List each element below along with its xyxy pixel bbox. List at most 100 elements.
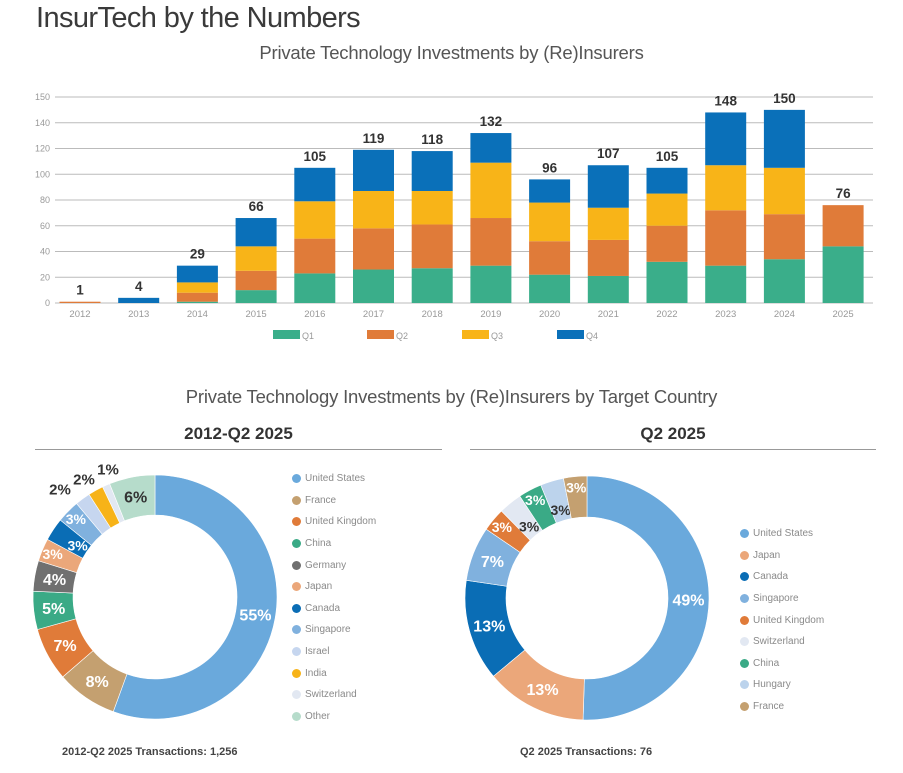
legend-label: Hungary	[753, 679, 791, 691]
donut-slice-label: 8%	[86, 674, 109, 691]
bar-segment-q2-2014	[176, 292, 218, 302]
bar-total-label: 66	[249, 199, 265, 214]
bar-segment-q1-2021	[587, 275, 629, 303]
bar-chart-title: Private Technology Investments by (Re)In…	[259, 42, 644, 63]
bar-segment-q4-2017	[353, 149, 394, 191]
legend-label: China	[305, 538, 332, 550]
bar-segment-q4-2019	[470, 133, 512, 163]
bar-segment-q3-2019	[470, 162, 512, 219]
legend-swatch-q3	[462, 330, 489, 339]
x-tick-label: 2013	[128, 309, 149, 320]
bar-segment-q3-2017	[353, 190, 394, 229]
bar-segment-q1-2015	[235, 290, 277, 303]
footnote-q2-2025: Q2 2025 Transactions: 76	[520, 746, 653, 758]
legend-label: Q2	[396, 331, 408, 341]
legend-label: China	[753, 657, 780, 669]
legend-dot	[292, 711, 301, 721]
donut-slice-united-states	[582, 475, 710, 721]
donut-slice-label: 3%	[43, 546, 64, 562]
bar-segment-q2-2020	[529, 241, 571, 275]
legend-dot	[292, 582, 301, 592]
legend-item: China	[740, 653, 824, 675]
bar-total-label: 150	[773, 91, 796, 106]
donut-section-title: Private Technology Investments by (Re)In…	[185, 386, 718, 407]
legend-label: France	[305, 494, 337, 506]
bar-segment-q1-2023	[705, 265, 747, 303]
x-tick-label: 2019	[480, 309, 501, 320]
bar-segment-q4-2020	[529, 179, 571, 203]
y-tick-label: 80	[40, 195, 50, 205]
bar-segment-q2-2021	[587, 239, 629, 276]
donut-left-title: 2012-Q2 2025	[184, 424, 293, 443]
bar-segment-q1-2014	[176, 301, 218, 303]
legend-dot	[292, 517, 301, 527]
bar-segment-q2-2016	[294, 238, 336, 274]
bar-segment-q3-2021	[587, 207, 629, 240]
x-tick-label: 2025	[833, 309, 854, 320]
bar-total-label: 29	[190, 247, 205, 262]
legend-swatch-q1	[273, 330, 300, 339]
bar-chart: 0 20 40 60 80 100 120 140 150 1 2012 4 2013 29 2014 66 2…	[35, 91, 873, 341]
legend-label: India	[305, 667, 327, 679]
y-tick-label: 120	[35, 144, 50, 154]
y-tick-label: 150	[35, 92, 50, 102]
bar-segment-q1-2022	[646, 261, 688, 303]
donut-slice-label: 7%	[481, 554, 504, 571]
donut-slice-label: 49%	[672, 592, 704, 609]
bar-segment-q4-2013	[118, 297, 160, 303]
bar-segment-q2-2023	[705, 210, 747, 266]
legend-label: Singapore	[305, 624, 351, 636]
legend-item: Canada	[292, 598, 376, 620]
bar-segment-q2-2022	[646, 225, 688, 262]
donut-slice-label: 3%	[492, 519, 513, 535]
bar-segment-q4-2016	[294, 167, 336, 202]
y-tick-label: 0	[45, 298, 50, 308]
legend-dot	[740, 615, 749, 625]
x-tick-label: 2024	[774, 309, 795, 320]
donut-slice-label: 3%	[67, 538, 88, 554]
bar-segment-q2-2017	[353, 228, 394, 270]
legend-dot	[292, 560, 301, 570]
legend-item: Switzerland	[292, 684, 376, 706]
bar-segment-q3-2023	[705, 165, 747, 211]
bar-segment-q2-2012	[59, 301, 101, 303]
legend-item: United Kingdom	[292, 511, 376, 533]
x-tick-label: 2020	[539, 309, 560, 320]
bar-segment-q1-2020	[529, 274, 571, 303]
x-tick-label: 2014	[187, 309, 208, 320]
legend-item: Japan	[292, 576, 376, 598]
bar-segment-q1-2024	[763, 259, 805, 303]
donut-chart-q2-2025: 49%13%13%7%3% 3%3%3%3%	[464, 475, 710, 721]
bar-segment-q2-2015	[235, 270, 277, 291]
legend-label: United States	[305, 473, 366, 485]
legend-item: Germany	[292, 554, 376, 576]
donut-slice-label: 7%	[54, 638, 77, 655]
bar-total-label: 148	[714, 93, 737, 108]
donut-slice-label: 2%	[73, 471, 95, 488]
donut-slice-label: 13%	[473, 618, 505, 635]
legend-item: China	[292, 533, 376, 555]
bar-segment-q3-2024	[763, 167, 805, 215]
divider	[470, 449, 876, 450]
donut-slice-label: 3%	[525, 492, 546, 508]
legend-label: Q4	[586, 331, 598, 341]
bar-segment-q4-2022	[646, 167, 688, 194]
bar-segment-q2-2019	[470, 218, 512, 266]
legend-label: United States	[753, 528, 814, 540]
bar-total-label: 118	[421, 132, 443, 147]
donut-slice-other	[109, 474, 156, 522]
legend-q2-2025: United States Japan Canada Singapore United …	[740, 523, 824, 717]
legend-item: Japan	[740, 545, 824, 567]
legend-item: India	[292, 662, 376, 684]
legend-dot	[740, 658, 749, 668]
legend-dot	[740, 680, 749, 690]
legend-item: Singapore	[292, 619, 376, 641]
legend-dot	[292, 647, 301, 657]
x-tick-label: 2023	[715, 309, 736, 320]
donut-slice-label: 55%	[239, 607, 271, 624]
bar-segment-q3-2015	[235, 246, 277, 271]
footnote-all-time: 2012-Q2 2025 Transactions: 1,256	[62, 746, 238, 758]
legend-label: Other	[305, 710, 331, 722]
bar-segment-q4-2024	[763, 109, 805, 168]
bar-segment-q1-2018	[411, 268, 453, 303]
